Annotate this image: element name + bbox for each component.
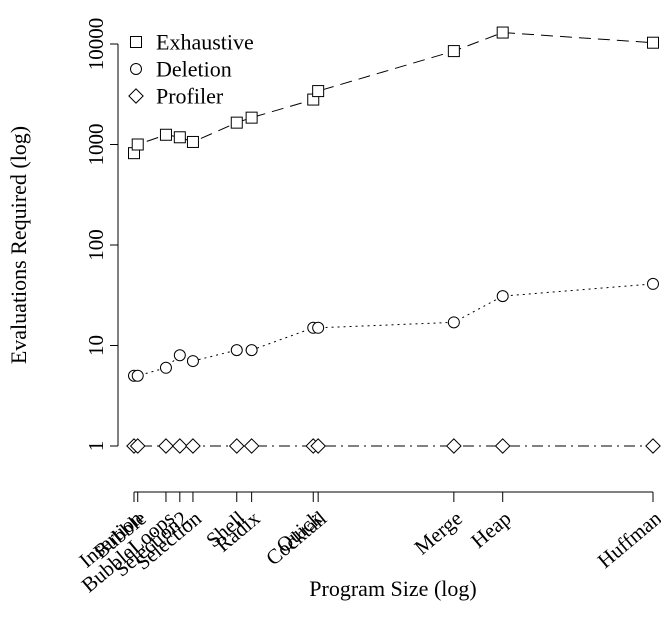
data-point-exhaustive	[312, 85, 325, 98]
x-tick-label: Huffman	[593, 506, 661, 573]
legend-marker-exhaustive	[130, 36, 142, 48]
data-point-deletion	[159, 361, 172, 374]
series-deletion	[128, 277, 659, 382]
data-point-exhaustive	[496, 26, 509, 39]
y-axis: 1 10 100 1000 10000	[84, 18, 119, 452]
y-tick-label: 100	[84, 229, 108, 261]
legend-marker-profiler	[128, 88, 144, 104]
y-tick-label: 1	[84, 441, 108, 452]
data-point-deletion	[647, 277, 659, 290]
data-point-profiler	[310, 438, 327, 454]
data-point-profiler	[185, 438, 201, 454]
data-point-exhaustive	[447, 45, 460, 58]
data-point-deletion	[312, 321, 325, 334]
data-point-exhaustive	[245, 111, 258, 124]
data-point-deletion	[245, 344, 258, 357]
series-profiler	[126, 438, 661, 454]
plot-area	[126, 26, 661, 454]
series-exhaustive	[128, 26, 659, 160]
data-point-profiler	[228, 438, 245, 454]
legend-label-deletion: Deletion	[156, 57, 232, 82]
data-point-exhaustive	[230, 116, 243, 129]
data-point-deletion	[230, 344, 243, 357]
data-point-profiler	[445, 438, 462, 454]
y-axis-label: Evaluations Required (log)	[6, 126, 31, 364]
data-point-profiler	[129, 438, 146, 454]
data-point-profiler	[171, 438, 188, 454]
data-point-exhaustive	[131, 138, 144, 151]
data-point-exhaustive	[186, 135, 199, 148]
series-line-exhaustive	[133, 32, 654, 154]
series-line-deletion	[134, 283, 654, 377]
data-point-deletion	[447, 316, 460, 329]
data-point-profiler	[494, 438, 511, 454]
data-point-deletion	[186, 355, 199, 368]
legend-label-exhaustive: Exhaustive	[156, 30, 254, 55]
data-point-exhaustive	[159, 128, 172, 141]
y-tick-label: 10	[84, 335, 108, 356]
data-point-deletion	[496, 290, 509, 303]
x-tick-label: Heap	[466, 506, 515, 553]
data-point-profiler	[158, 438, 174, 454]
x-axis-label: Program Size (log)	[309, 576, 476, 601]
data-point-deletion	[173, 349, 186, 362]
legend-marker-deletion	[130, 63, 142, 75]
x-tick-label: Merge	[410, 506, 467, 559]
y-tick-label: 10000	[84, 18, 108, 71]
data-point-profiler	[243, 438, 260, 454]
y-tick-label: 1000	[84, 124, 108, 166]
legend-label-profiler: Profiler	[156, 84, 224, 109]
data-point-exhaustive	[173, 131, 186, 144]
data-point-exhaustive	[647, 36, 659, 49]
data-point-profiler	[645, 438, 661, 454]
data-point-deletion	[131, 369, 144, 382]
